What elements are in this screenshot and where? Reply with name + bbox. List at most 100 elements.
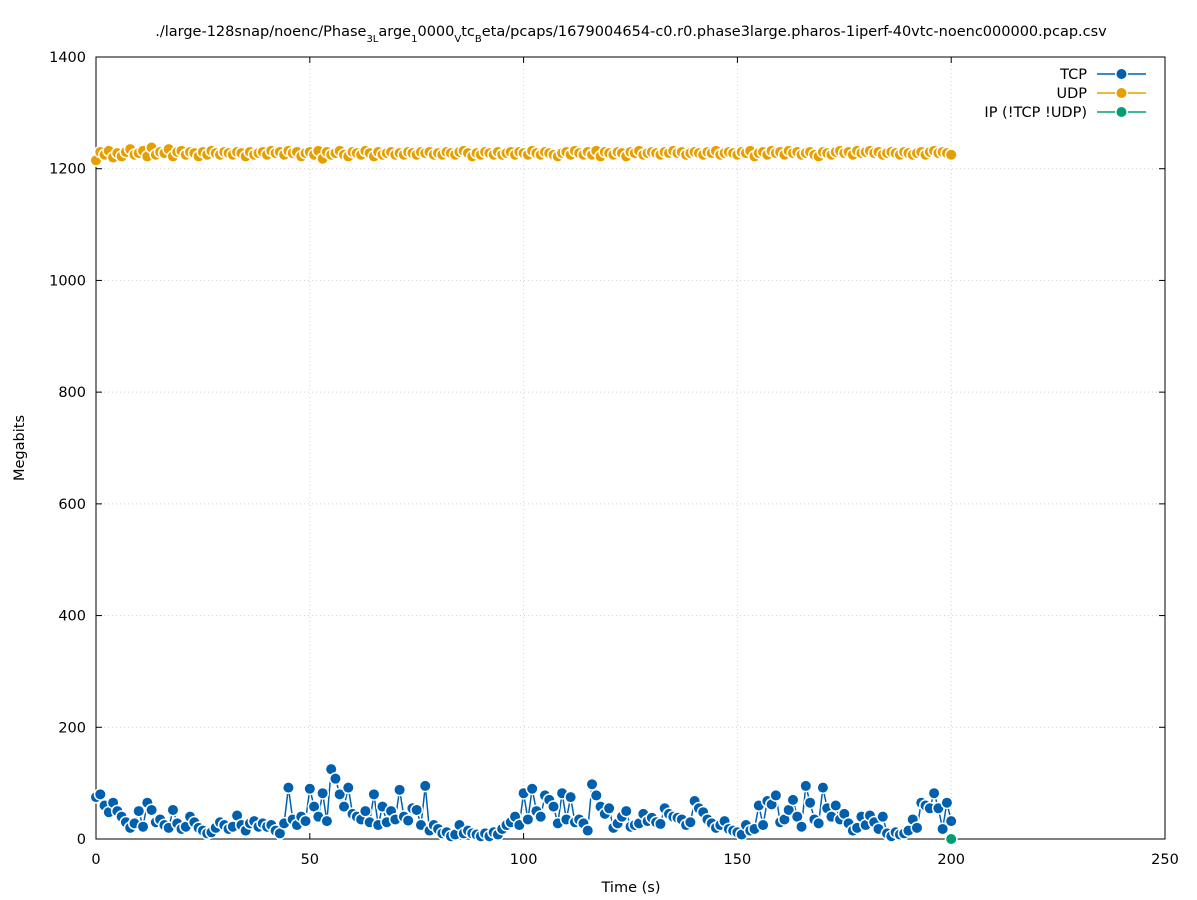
- data-point: [805, 797, 816, 808]
- title-part: arge: [378, 24, 411, 40]
- x-tick-label: 50: [301, 852, 319, 868]
- legend-marker: [1116, 107, 1127, 117]
- title-part: 1: [411, 34, 417, 45]
- data-point: [368, 789, 379, 800]
- data-point: [403, 815, 414, 826]
- title-part: ./large-128snap/noenc/Phase: [155, 24, 366, 40]
- data-point: [167, 804, 178, 815]
- data-point: [783, 804, 794, 815]
- data-point: [582, 825, 593, 836]
- data-point: [604, 803, 615, 814]
- series-1: [89, 140, 958, 167]
- data-point: [343, 782, 354, 793]
- data-point: [766, 799, 777, 810]
- data-point: [334, 789, 345, 800]
- plot-area: [89, 140, 958, 846]
- legend: TCP UDP IP (!TCP !UDP): [984, 67, 1146, 121]
- data-point: [360, 806, 371, 817]
- series-2: [944, 832, 958, 846]
- data-point: [591, 790, 602, 801]
- y-tick-label: 600: [58, 497, 86, 513]
- legend-marker: [1116, 69, 1127, 79]
- series-0: [89, 762, 958, 843]
- y-tick-label: 0: [77, 832, 86, 848]
- grid: [96, 57, 1165, 839]
- data-point: [339, 801, 350, 812]
- plot-border: [95, 56, 1166, 840]
- data-point: [300, 816, 311, 827]
- data-point: [146, 804, 157, 815]
- chart-title: ./large-128snap/noenc/Phase3Large10000Vt…: [155, 24, 1107, 45]
- data-point: [133, 806, 144, 817]
- data-point: [796, 821, 807, 832]
- title-part: eta/pcaps/1679004654-c0.r0.phase3large.p…: [482, 24, 1107, 40]
- data-point: [787, 794, 798, 805]
- data-point: [946, 149, 957, 160]
- y-tick-label: 800: [58, 385, 86, 401]
- title-part: 0000: [417, 24, 454, 40]
- x-tick-label: 250: [1151, 852, 1179, 868]
- legend-label: TCP: [1059, 67, 1087, 83]
- data-point: [548, 801, 559, 812]
- data-point: [330, 773, 341, 784]
- title-part: 3L: [366, 34, 378, 45]
- data-point: [877, 811, 888, 822]
- ticks: 0 50 100 150 200 250 0 200 400 600 800 1000 1200 1400: [49, 50, 1179, 868]
- data-point: [933, 803, 944, 814]
- data-point: [321, 816, 332, 827]
- data-point: [779, 814, 790, 825]
- data-point: [800, 780, 811, 791]
- data-point: [232, 810, 243, 821]
- data-point: [685, 817, 696, 828]
- data-point: [411, 804, 422, 815]
- data-point: [839, 808, 850, 819]
- data-point: [274, 828, 285, 839]
- legend-label: IP (!TCP !UDP): [984, 105, 1087, 121]
- title-part: V: [454, 34, 461, 45]
- y-tick-label: 400: [58, 609, 86, 625]
- data-point: [941, 797, 952, 808]
- axes: [95, 56, 1166, 840]
- data-point: [527, 783, 538, 794]
- x-tick-label: 150: [724, 852, 752, 868]
- data-point: [911, 822, 922, 833]
- data-point: [535, 811, 546, 822]
- y-tick-label: 1400: [49, 50, 86, 66]
- data-point: [309, 801, 320, 812]
- data-point: [138, 821, 149, 832]
- data-point: [514, 820, 525, 831]
- x-tick-label: 200: [937, 852, 965, 868]
- data-point: [326, 764, 337, 775]
- data-point: [522, 814, 533, 825]
- data-point: [283, 782, 294, 793]
- title-part: B: [475, 34, 482, 45]
- data-point: [317, 788, 328, 799]
- data-point: [946, 816, 957, 827]
- data-point: [415, 820, 426, 831]
- data-point: [565, 792, 576, 803]
- legend-label: UDP: [1056, 86, 1087, 102]
- data-point: [394, 784, 405, 795]
- data-point: [830, 800, 841, 811]
- data-point: [817, 782, 828, 793]
- data-point: [937, 823, 948, 834]
- x-axis-label: Time (s): [601, 880, 661, 896]
- data-point: [621, 806, 632, 817]
- x-tick-label: 100: [510, 852, 538, 868]
- data-point: [587, 779, 598, 790]
- data-point: [792, 811, 803, 822]
- y-tick-label: 200: [58, 720, 86, 736]
- data-point: [420, 780, 431, 791]
- legend-marker: [1116, 88, 1127, 98]
- data-point: [655, 818, 666, 829]
- data-point: [770, 790, 781, 801]
- data-point: [95, 789, 106, 800]
- title-part: tc: [461, 24, 475, 40]
- data-point: [813, 818, 824, 829]
- y-tick-label: 1000: [49, 273, 86, 289]
- data-point: [924, 803, 935, 814]
- data-point: [946, 834, 957, 844]
- y-axis-label: Megabits: [12, 415, 28, 481]
- x-tick-label: 0: [91, 852, 100, 868]
